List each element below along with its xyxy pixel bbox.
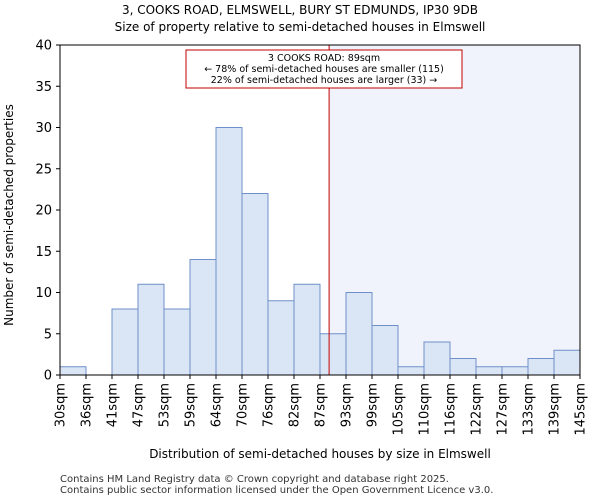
x-tick-label-122sqm: 122sqm [470, 383, 485, 436]
annotation-line-2: ← 78% of semi-detached houses are smalle… [204, 64, 444, 75]
chart-title: 3, COOKS ROAD, ELMSWELL, BURY ST EDMUNDS… [121, 3, 479, 17]
chart-subtitle: Size of property relative to semi-detach… [114, 20, 486, 34]
x-tick-label-47sqm: 47sqm [132, 383, 147, 427]
x-tick-label-127sqm: 127sqm [496, 383, 511, 436]
bar-127sqm [501, 366, 529, 376]
annotation-box [185, 49, 463, 89]
y-tick-label-15: 15 [35, 245, 52, 260]
bar-70sqm [241, 193, 269, 376]
y-tick-label-10: 10 [35, 286, 52, 301]
x-tick-label-133sqm: 133sqm [522, 383, 537, 436]
x-tick-label-99sqm: 99sqm [366, 383, 381, 427]
bar-110sqm [423, 341, 451, 376]
y-axis-label: Number of semi-detached properties [2, 104, 16, 326]
x-tick-label-59sqm: 59sqm [184, 383, 199, 427]
y-tick-label-40: 40 [35, 39, 52, 54]
x-tick-label-36sqm: 36sqm [80, 383, 95, 427]
x-tick-label-76sqm: 76sqm [262, 383, 277, 427]
x-axis-label: Distribution of semi-detached houses by … [149, 447, 491, 461]
bar-53sqm [163, 308, 191, 376]
x-tick-label-53sqm: 53sqm [158, 383, 173, 427]
y-tick-label-25: 25 [35, 162, 52, 177]
y-tick-label-20: 20 [35, 204, 52, 219]
y-axis: 0 5 10 15 20 25 30 35 40 [35, 39, 60, 384]
footer-line-1: Contains HM Land Registry data © Crown c… [60, 474, 449, 485]
x-tick-label-139sqm: 139sqm [548, 383, 563, 436]
annotation-line-3: 22% of semi-detached houses are larger (… [211, 75, 438, 86]
y-tick-label-5: 5 [44, 327, 52, 342]
x-tick-label-30sqm: 30sqm [54, 383, 69, 427]
footer-line-2: Contains public sector information licen… [60, 485, 494, 496]
bar-41sqm [111, 308, 139, 376]
bar-116sqm [449, 358, 477, 376]
bar-47sqm [137, 283, 165, 376]
bar-76sqm [267, 300, 295, 376]
annotation-line-1: 3 COOKS ROAD: 89sqm [268, 53, 380, 64]
x-tick-label-82sqm: 82sqm [288, 383, 303, 427]
bars-group [59, 127, 581, 376]
bar-122sqm [475, 366, 503, 376]
bar-139sqm [553, 349, 581, 376]
bar-93sqm [345, 292, 373, 376]
x-tick-label-64sqm: 64sqm [210, 383, 225, 427]
x-axis: 30sqm 36sqm 41sqm 47sqm 53sqm 59sqm 64sqm 70sqm… [54, 375, 589, 436]
bar-99sqm [371, 325, 399, 376]
x-tick-label-41sqm: 41sqm [106, 383, 121, 427]
x-tick-label-93sqm: 93sqm [340, 383, 355, 427]
x-tick-label-116sqm: 116sqm [444, 383, 459, 436]
x-tick-label-145sqm: 145sqm [574, 383, 589, 436]
x-tick-label-110sqm: 110sqm [418, 383, 433, 436]
bar-30sqm [59, 366, 87, 376]
bar-105sqm [397, 366, 425, 376]
x-tick-label-87sqm: 87sqm [314, 383, 329, 427]
y-tick-label-30: 30 [35, 121, 52, 136]
bar-64sqm [215, 127, 243, 376]
bar-82sqm [293, 283, 321, 376]
y-tick-label-35: 35 [35, 80, 52, 95]
bar-133sqm [527, 358, 555, 376]
x-tick-label-70sqm: 70sqm [236, 383, 251, 427]
y-tick-label-0: 0 [44, 369, 52, 384]
x-tick-label-105sqm: 105sqm [392, 383, 407, 436]
bar-59sqm [189, 259, 217, 376]
bar-87sqm [319, 333, 347, 376]
